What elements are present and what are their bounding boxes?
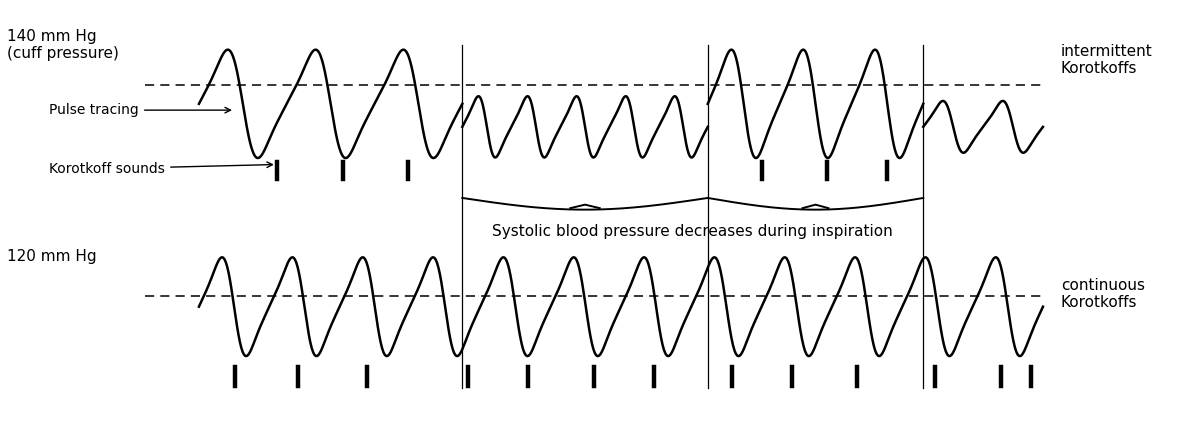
Text: 140 mm Hg
(cuff pressure): 140 mm Hg (cuff pressure) — [7, 29, 119, 61]
Text: 120 mm Hg: 120 mm Hg — [7, 249, 97, 264]
Text: Systolic blood pressure decreases during inspiration: Systolic blood pressure decreases during… — [492, 224, 893, 239]
Text: intermittent
Korotkoffs: intermittent Korotkoffs — [1061, 44, 1153, 76]
Text: Korotkoff sounds: Korotkoff sounds — [49, 162, 272, 176]
Text: Pulse tracing: Pulse tracing — [49, 103, 230, 117]
Text: continuous
Korotkoffs: continuous Korotkoffs — [1061, 278, 1145, 310]
